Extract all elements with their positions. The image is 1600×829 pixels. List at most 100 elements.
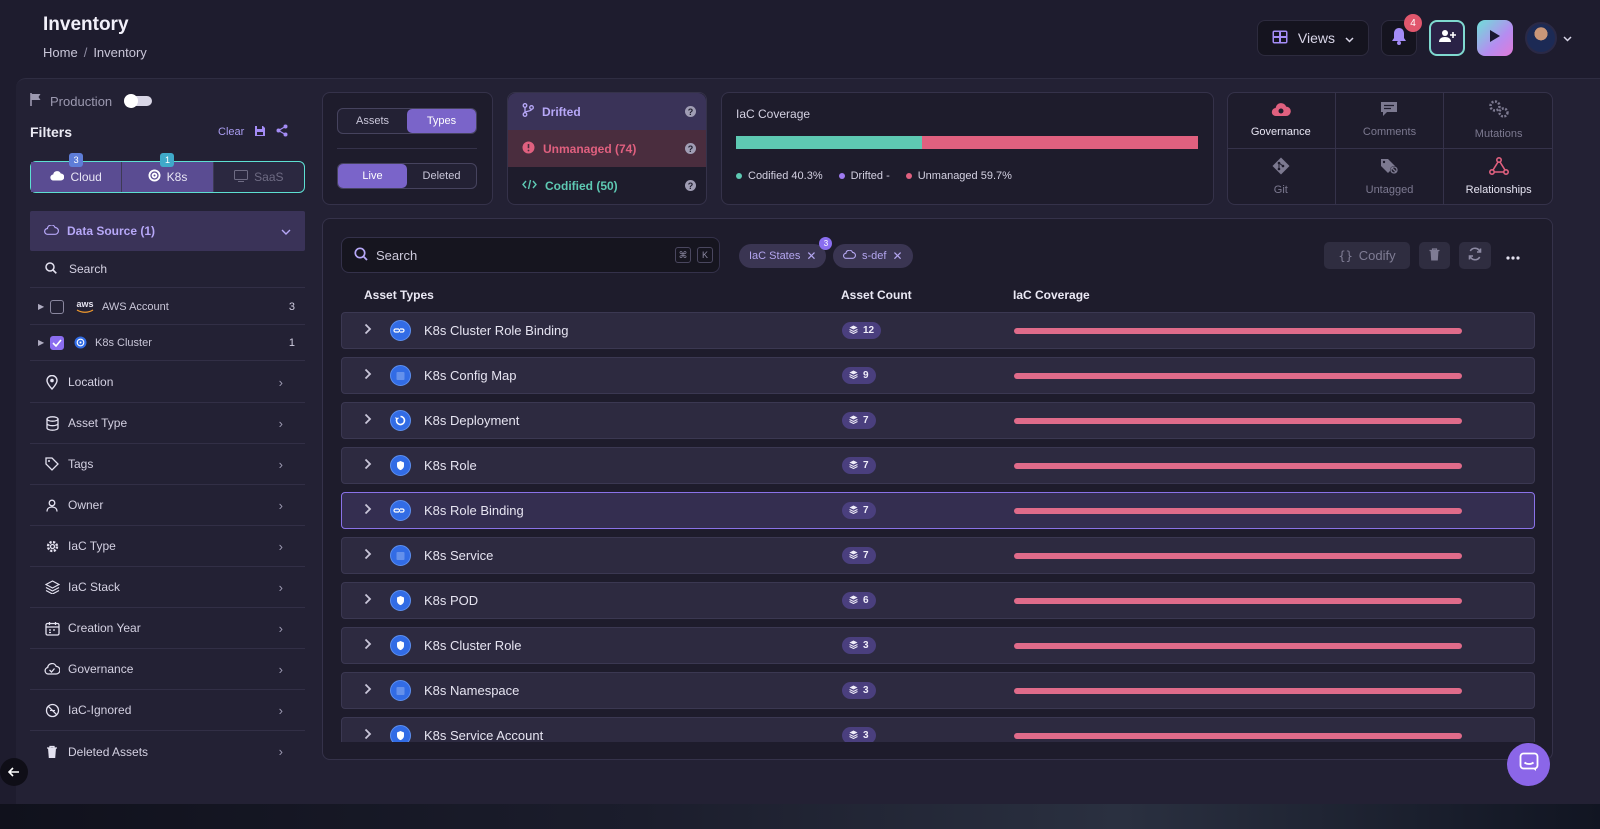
support-chat-button[interactable] xyxy=(1507,743,1550,786)
table-row[interactable]: K8s Service 7 xyxy=(341,537,1535,574)
table-search-input[interactable]: Search ⌘ K xyxy=(341,237,720,273)
action-comments[interactable]: Comments xyxy=(1335,92,1445,149)
filter-chip-s-def[interactable]: s-def ✕ xyxy=(833,244,913,268)
status-drifted[interactable]: Drifted ? xyxy=(508,93,706,130)
table-row[interactable]: K8s Role Binding 7 xyxy=(341,492,1535,529)
arrow-left-icon xyxy=(7,764,20,780)
filter-iac-stack[interactable]: IaC Stack › xyxy=(30,567,305,608)
filter-location[interactable]: Location › xyxy=(30,362,305,403)
toggle-assets[interactable]: Assets xyxy=(355,115,389,127)
data-source-search-placeholder: Search xyxy=(69,262,108,276)
chevron-right-icon[interactable] xyxy=(364,727,372,742)
toggle-live[interactable]: Live xyxy=(338,164,407,188)
column-header-asset-types[interactable]: Asset Types xyxy=(364,288,434,302)
more-options-button[interactable] xyxy=(1503,246,1523,266)
status-codified[interactable]: Codified (50) ? xyxy=(508,167,706,204)
status-unmanaged-label: Unmanaged (74) xyxy=(543,141,637,156)
share-icon[interactable] xyxy=(276,124,288,140)
action-git[interactable]: Git xyxy=(1227,148,1336,205)
action-mutations[interactable]: Mutations xyxy=(1444,92,1553,149)
filter-iac-type[interactable]: IaC Type › xyxy=(30,526,305,567)
action-governance[interactable]: Governance xyxy=(1227,92,1336,149)
data-source-section-header[interactable]: Data Source (1) xyxy=(30,211,305,251)
saas-icon xyxy=(234,169,249,185)
table-row[interactable]: K8s Cluster Role 3 xyxy=(341,627,1535,664)
layers-icon xyxy=(44,579,60,595)
table-row[interactable]: K8s Deployment 7 xyxy=(341,402,1535,439)
table-row[interactable]: K8s Namespace 3 xyxy=(341,672,1535,709)
close-icon[interactable]: ✕ xyxy=(806,249,817,263)
status-unmanaged[interactable]: Unmanaged (74) ? xyxy=(508,130,706,167)
filter-owner[interactable]: Owner › xyxy=(30,485,305,526)
chevron-right-icon[interactable] xyxy=(364,637,372,653)
help-icon[interactable]: ? xyxy=(685,106,696,117)
clear-filters-link[interactable]: Clear xyxy=(218,126,245,138)
toggle-types[interactable]: Types xyxy=(407,109,476,133)
invite-user-button[interactable] xyxy=(1429,20,1465,56)
table-row[interactable]: K8s POD 6 xyxy=(341,582,1535,619)
filter-creation-year-label: Creation Year xyxy=(68,621,141,635)
tab-cloud[interactable]: 3 Cloud xyxy=(31,153,122,192)
action-untagged[interactable]: Untagged xyxy=(1336,148,1445,205)
production-toggle[interactable] xyxy=(124,94,153,108)
table-row[interactable]: K8s Config Map 9 xyxy=(341,357,1535,394)
filter-governance[interactable]: Governance › xyxy=(30,649,305,690)
caret-right-icon[interactable]: ▶ xyxy=(38,338,45,347)
chevron-right-icon: › xyxy=(278,620,283,636)
filter-chip-iac-states[interactable]: IaC States ✕ 3 xyxy=(739,237,833,268)
chevron-right-icon[interactable] xyxy=(364,322,372,338)
data-source-item-aws[interactable]: ▶ aws AWS Account 3 xyxy=(30,289,305,325)
filter-iac-ignored[interactable]: IaC-Ignored › xyxy=(30,690,305,731)
location-pin-icon xyxy=(44,374,60,390)
column-header-iac-coverage[interactable]: IaC Coverage xyxy=(1013,288,1090,302)
table-row[interactable]: K8s Role 7 xyxy=(341,447,1535,484)
help-icon[interactable]: ? xyxy=(685,180,696,191)
data-source-search[interactable]: Search xyxy=(30,251,305,288)
filter-deleted-assets[interactable]: Deleted Assets › xyxy=(30,731,305,772)
filter-asset-type[interactable]: Asset Type › xyxy=(30,403,305,444)
kubernetes-resource-icon xyxy=(390,725,411,742)
filter-owner-label: Owner xyxy=(68,498,104,512)
breadcrumb-home[interactable]: Home xyxy=(43,45,78,60)
action-relationships[interactable]: Relationships xyxy=(1444,149,1553,206)
filter-creation-year[interactable]: Creation Year › xyxy=(30,608,305,649)
chevron-right-icon[interactable] xyxy=(364,412,372,428)
chevron-right-icon[interactable] xyxy=(364,457,372,473)
table-row[interactable]: K8s Service Account 3 xyxy=(341,717,1535,742)
filter-asset-type-label: Asset Type xyxy=(68,416,128,430)
column-header-asset-count[interactable]: Asset Count xyxy=(841,288,912,302)
play-icon xyxy=(1489,29,1501,48)
table-row[interactable]: K8s Cluster Role Binding 12 xyxy=(341,312,1535,349)
iac-coverage-bar xyxy=(1014,553,1462,559)
data-source-item-k8s-cluster[interactable]: ▶ K8s Cluster 1 xyxy=(30,325,305,361)
tab-k8s[interactable]: 1 K8s xyxy=(121,153,213,192)
k8s-cluster-checkbox[interactable] xyxy=(50,335,64,350)
run-button[interactable] xyxy=(1477,20,1513,56)
chevron-right-icon[interactable] xyxy=(364,547,372,563)
refresh-button[interactable] xyxy=(1459,242,1491,269)
toggle-deleted[interactable]: Deleted xyxy=(422,170,461,182)
refresh-icon xyxy=(1468,247,1482,264)
action-relationships-label: Relationships xyxy=(1465,184,1532,197)
close-icon[interactable]: ✕ xyxy=(892,249,903,263)
notifications-button[interactable]: 4 xyxy=(1381,14,1422,56)
avatar[interactable] xyxy=(1525,22,1557,54)
filter-tags[interactable]: Tags › xyxy=(30,444,305,485)
legend-drifted-label: Drifted - xyxy=(850,170,890,182)
save-icon[interactable] xyxy=(254,125,266,140)
views-dropdown[interactable]: Views xyxy=(1256,20,1369,56)
help-icon[interactable]: ? xyxy=(685,143,696,154)
chevron-right-icon[interactable] xyxy=(364,502,372,518)
aws-account-checkbox[interactable] xyxy=(50,299,64,314)
table-grid-icon xyxy=(1272,30,1288,47)
tab-saas[interactable]: SaaS xyxy=(212,162,304,192)
user-menu[interactable] xyxy=(1525,22,1572,54)
collapse-sidebar-button[interactable] xyxy=(0,758,28,786)
chevron-right-icon[interactable] xyxy=(364,682,372,698)
codify-button[interactable]: {} Codify xyxy=(1324,242,1410,269)
delete-button[interactable] xyxy=(1419,242,1450,269)
caret-right-icon[interactable]: ▶ xyxy=(38,302,45,311)
chevron-right-icon[interactable] xyxy=(364,367,372,383)
stack-icon xyxy=(849,460,858,472)
chevron-right-icon[interactable] xyxy=(364,592,372,608)
